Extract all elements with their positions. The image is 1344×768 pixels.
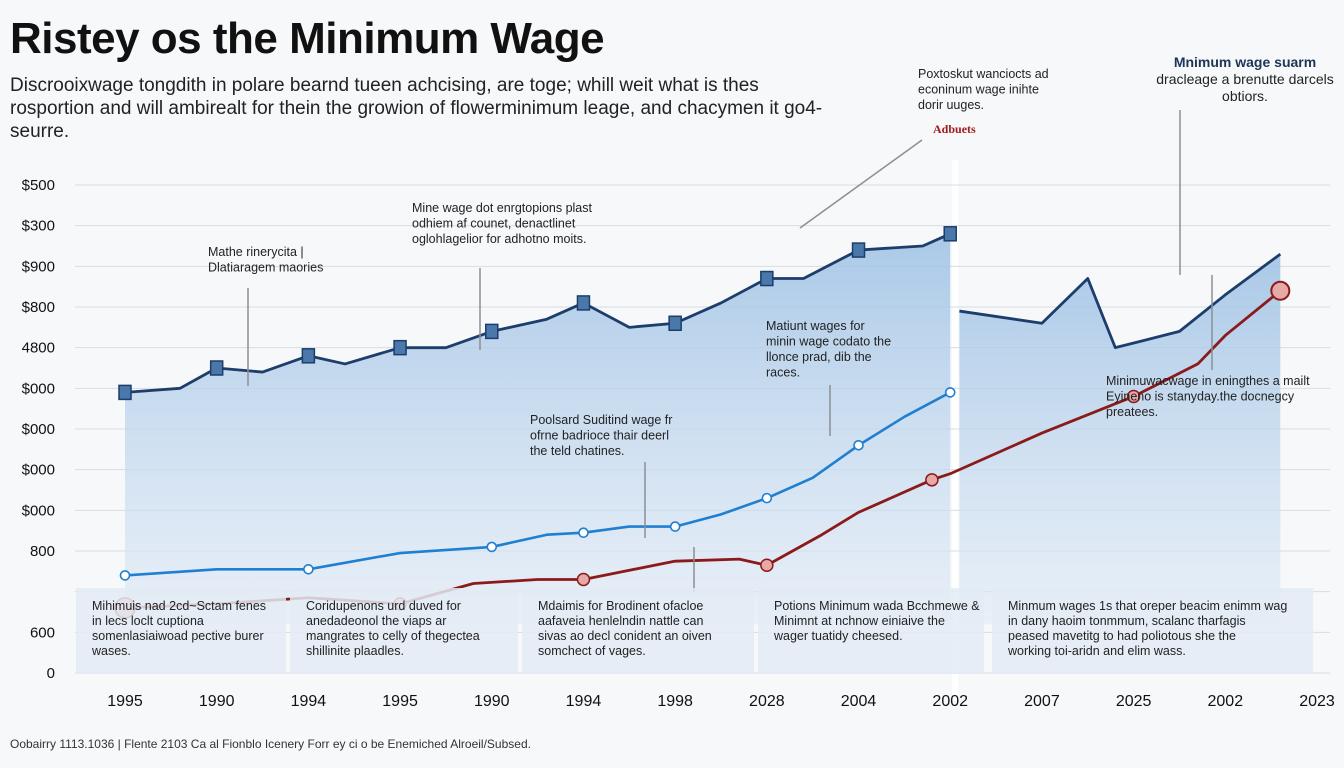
data-point (393, 339, 407, 356)
annotation-text: Mine wage dot enrgtopions plast odhiem af… (412, 201, 593, 246)
y-tick-label: $000 (22, 502, 55, 519)
data-point (118, 384, 132, 401)
y-tick-label: 4800 (22, 340, 55, 357)
note-box-text: Mihimuis nad 2cd~Sctam fenes in lecs locl… (91, 599, 266, 658)
data-point (669, 521, 681, 532)
x-tick-label: 1994 (291, 693, 327, 710)
top-right-note: Mnimum wage suarm dracleage a brenutte d… (1150, 54, 1340, 105)
background-bands (952, 160, 959, 700)
data-point (119, 570, 131, 581)
data-point (761, 492, 773, 504)
annotation-text: Poxtoskut wanciocts ad econinum wage inih… (918, 67, 1049, 112)
top-right-body: dracleage a brenutte darcels obtiors. (1156, 71, 1334, 104)
note-box (758, 588, 984, 674)
y-tick-label: $500 (22, 177, 55, 194)
series-line (959, 253, 1282, 350)
y-tick-label: $000 (22, 462, 55, 479)
annotation-highlight: Adbuets (933, 122, 976, 136)
x-tick-label: 2007 (1024, 693, 1060, 710)
x-tick-label: 1995 (107, 693, 143, 710)
x-tick-label: 1990 (199, 693, 235, 710)
series-line (124, 391, 951, 577)
data-point (486, 541, 498, 553)
y-tick-label: $000 (22, 380, 55, 397)
annotation-text: Mathe rinerycita | Dlatiaragem maories (208, 245, 323, 275)
note-box-text: Minmum wages 1s that oreper beacim enimm… (1007, 599, 1287, 658)
x-tick-label: 2002 (1208, 693, 1244, 710)
bottom-boxes: Mihimuis nad 2cd~Sctam fenes in lecs locl… (76, 588, 1313, 674)
data-point (668, 315, 682, 332)
data-point (851, 242, 866, 258)
y-axis: $500 $300 $900 $800 4800 $000 $000 $000 $000 800 6… (22, 177, 55, 682)
x-tick-label: 1994 (566, 693, 602, 710)
note-box (76, 588, 286, 674)
annotation-text: Poolsard Suditind wage fr ofrne badrioce … (530, 413, 672, 458)
source-note: Oobairry 1113.1036 | Flente 2103 Ca al F… (10, 737, 531, 751)
data-point (576, 572, 591, 587)
annotation-leaders (247, 110, 1213, 592)
x-tick-label: 2028 (749, 693, 785, 710)
leader-line (799, 139, 923, 229)
data-point (944, 387, 956, 398)
data-point (943, 226, 957, 242)
series-markers (114, 226, 1291, 619)
note-box-text: Coridupenons urd duved for anedadeonol th… (306, 599, 480, 658)
data-point (301, 348, 316, 364)
note-box (290, 588, 518, 674)
data-point (925, 473, 939, 487)
x-tick-label: 2004 (841, 693, 877, 710)
annotations: Mathe rinerycita | Dlatiaragem maories Min… (208, 67, 1310, 458)
y-tick-label: $800 (22, 299, 55, 316)
annotation-text: Matiunt wages for minin wage codato the ll… (766, 319, 891, 380)
data-point (485, 323, 499, 340)
data-point (760, 558, 774, 572)
data-point (576, 295, 591, 311)
data-point (1126, 389, 1141, 404)
note-box (992, 588, 1313, 674)
annotation-text: Minimuwacwage in eningthes a mailt Eyinen… (1106, 374, 1310, 419)
x-tick-label: 1990 (474, 693, 510, 710)
x-tick-label: 1995 (382, 693, 418, 710)
data-point (303, 563, 314, 575)
axis-break-band (952, 160, 959, 700)
y-tick-label: $900 (22, 258, 55, 275)
chart-subtitle: Discrooixwage tongdith in polare bearnd … (10, 75, 823, 142)
y-tick-label: $300 (22, 218, 55, 235)
note-box-text: Potions Minimum wada Bcchmewe & Minimnt a… (773, 599, 980, 643)
note-box (522, 588, 754, 674)
y-tick-label: $000 (22, 421, 55, 438)
x-tick-label: 2025 (1116, 693, 1152, 710)
series-line (124, 232, 951, 394)
chart-title: Ristey os the Minimum Wage (10, 14, 605, 63)
x-tick-label: 2023 (1299, 693, 1335, 710)
area-fills (125, 233, 1281, 625)
data-point (578, 527, 589, 539)
y-tick-label: 800 (30, 543, 55, 560)
x-axis: 1995 1990 1994 1995 1990 1994 1998 2028 2004 2002… (107, 693, 1335, 710)
x-tick-label: 2002 (932, 693, 968, 710)
data-point (760, 270, 774, 287)
top-right-heading: Mnimum wage suarm (1173, 54, 1317, 70)
data-point (1270, 280, 1291, 301)
note-box-text: Mdaimis for Brodinent ofacloe aafaveia he… (538, 599, 712, 658)
data-point (853, 439, 864, 451)
y-tick-label: 600 (30, 624, 55, 641)
area-fill-early (125, 233, 951, 625)
data-point (209, 360, 224, 376)
area-fill-late (959, 254, 1281, 625)
x-tick-label: 1998 (657, 693, 693, 710)
y-tick-label: 0 (47, 665, 55, 682)
